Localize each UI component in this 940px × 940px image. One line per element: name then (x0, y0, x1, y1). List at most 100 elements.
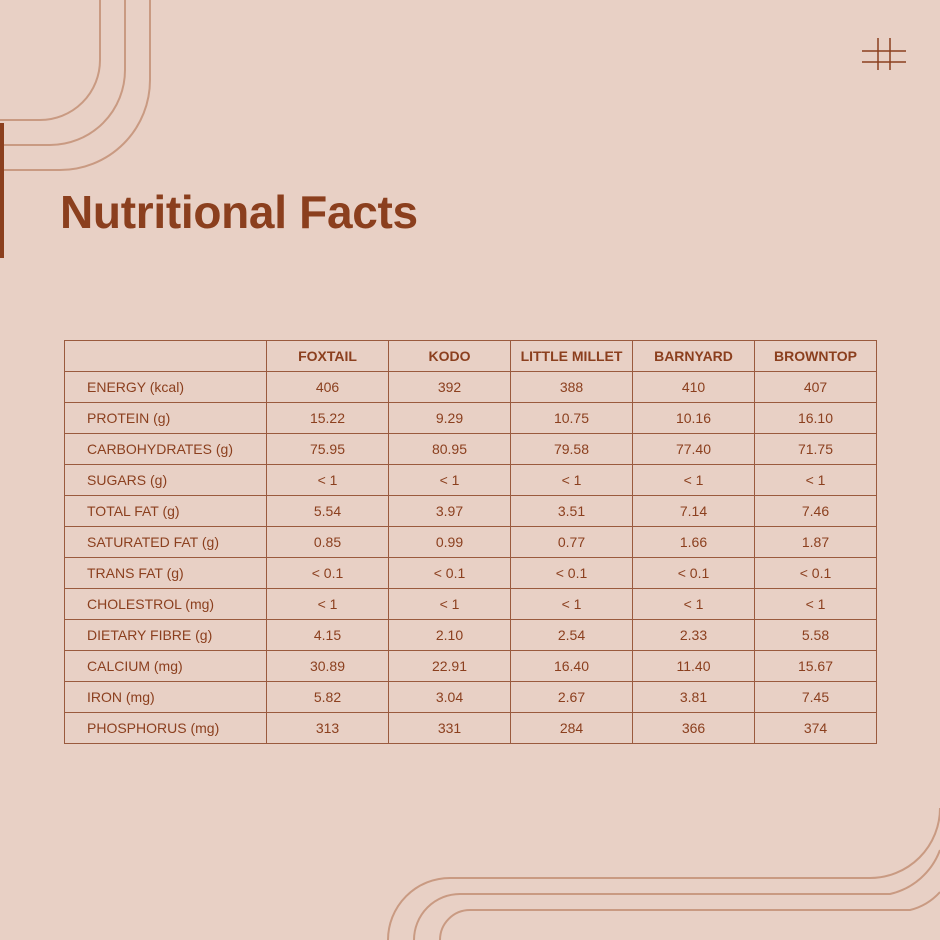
table-cell: 15.67 (754, 650, 877, 682)
column-header-kodo: KODO (388, 340, 511, 372)
table-cell: 77.40 (632, 433, 755, 465)
table-cell: < 1 (266, 464, 389, 496)
table-cell: < 1 (388, 588, 511, 620)
table-cell: 3.04 (388, 681, 511, 713)
table-cell: 7.14 (632, 495, 755, 527)
table-cell: 3.81 (632, 681, 755, 713)
column-header-foxtail: FOXTAIL (266, 340, 389, 372)
table-cell: < 1 (510, 464, 633, 496)
table-cell: 71.75 (754, 433, 877, 465)
table-cell: 7.46 (754, 495, 877, 527)
row-label: DIETARY FIBRE (g) (64, 619, 267, 651)
table-cell: 366 (632, 712, 755, 744)
table-cell: 0.85 (266, 526, 389, 558)
table-cell: 30.89 (266, 650, 389, 682)
table-cell: 9.29 (388, 402, 511, 434)
table-cell: 2.67 (510, 681, 633, 713)
table-cell: 5.54 (266, 495, 389, 527)
table-cell: < 1 (510, 588, 633, 620)
top-left-curves (0, 0, 151, 171)
left-accent-bar (0, 123, 4, 258)
table-cell: 22.91 (388, 650, 511, 682)
table-row: CALCIUM (mg) 30.89 22.91 16.40 11.40 15.67 (64, 650, 877, 682)
row-label: PHOSPHORUS (mg) (64, 712, 267, 744)
table-cell: < 1 (754, 588, 877, 620)
table-cell: < 0.1 (388, 557, 511, 589)
row-label: CHOLESTROL (mg) (64, 588, 267, 620)
table-cell: 2.33 (632, 619, 755, 651)
table-cell: 5.58 (754, 619, 877, 651)
table-cell: 75.95 (266, 433, 389, 465)
nutrition-table: FOXTAIL KODO LITTLE MILLET BARNYARD BROW… (64, 340, 877, 744)
table-row: PROTEIN (g) 15.22 9.29 10.75 10.16 16.10 (64, 402, 877, 434)
table-cell: < 1 (754, 464, 877, 496)
table-cell: 0.77 (510, 526, 633, 558)
table-cell: < 1 (632, 464, 755, 496)
table-cell: 3.51 (510, 495, 633, 527)
table-cell: 1.87 (754, 526, 877, 558)
row-label: PROTEIN (g) (64, 402, 267, 434)
row-label: SUGARS (g) (64, 464, 267, 496)
table-row: IRON (mg) 5.82 3.04 2.67 3.81 7.45 (64, 681, 877, 713)
table-cell: 392 (388, 371, 511, 403)
table-cell: 4.15 (266, 619, 389, 651)
table-row: DIETARY FIBRE (g) 4.15 2.10 2.54 2.33 5.58 (64, 619, 877, 651)
table-row: TRANS FAT (g) < 0.1 < 0.1 < 0.1 < 0.1 < 0.1 (64, 557, 877, 589)
table-row: CARBOHYDRATES (g) 75.95 80.95 79.58 77.40 71.… (64, 433, 877, 465)
row-label: TRANS FAT (g) (64, 557, 267, 589)
table-cell: 284 (510, 712, 633, 744)
row-label: CARBOHYDRATES (g) (64, 433, 267, 465)
table-cell: < 0.1 (632, 557, 755, 589)
nutrition-table-container: FOXTAIL KODO LITTLE MILLET BARNYARD BROW… (64, 340, 877, 744)
table-cell: 10.16 (632, 402, 755, 434)
table-cell: 406 (266, 371, 389, 403)
table-cell: 3.97 (388, 495, 511, 527)
table-row: SATURATED FAT (g) 0.85 0.99 0.77 1.66 1.87 (64, 526, 877, 558)
row-label: IRON (mg) (64, 681, 267, 713)
table-cell: 79.58 (510, 433, 633, 465)
table-cell: 374 (754, 712, 877, 744)
table-cell: 331 (388, 712, 511, 744)
table-cell: 410 (632, 371, 755, 403)
page-title: Nutritional Facts (60, 186, 418, 238)
column-header-label (64, 340, 267, 372)
table-cell: 80.95 (388, 433, 511, 465)
column-header-barnyard: BARNYARD (632, 340, 755, 372)
table-cell: < 1 (632, 588, 755, 620)
table-cell: 5.82 (266, 681, 389, 713)
table-cell: 16.10 (754, 402, 877, 434)
table-cell: 313 (266, 712, 389, 744)
row-label: SATURATED FAT (g) (64, 526, 267, 558)
bottom-right-curves (387, 807, 940, 940)
table-cell: < 1 (388, 464, 511, 496)
table-row: SUGARS (g) < 1 < 1 < 1 < 1 < 1 (64, 464, 877, 496)
table-cell: 16.40 (510, 650, 633, 682)
table-cell: 1.66 (632, 526, 755, 558)
hash-icon (862, 38, 906, 70)
table-row: TOTAL FAT (g) 5.54 3.97 3.51 7.14 7.46 (64, 495, 877, 527)
table-cell: < 0.1 (510, 557, 633, 589)
row-label: TOTAL FAT (g) (64, 495, 267, 527)
column-header-browntop: BROWNTOP (754, 340, 877, 372)
table-cell: 407 (754, 371, 877, 403)
table-cell: 15.22 (266, 402, 389, 434)
table-cell: 0.99 (388, 526, 511, 558)
table-cell: 388 (510, 371, 633, 403)
row-label: CALCIUM (mg) (64, 650, 267, 682)
table-cell: 11.40 (632, 650, 755, 682)
row-label: ENERGY (kcal) (64, 371, 267, 403)
table-cell: 2.54 (510, 619, 633, 651)
table-header-row: FOXTAIL KODO LITTLE MILLET BARNYARD BROW… (64, 340, 877, 372)
table-row: PHOSPHORUS (mg) 313 331 284 366 374 (64, 712, 877, 744)
table-cell: 10.75 (510, 402, 633, 434)
table-cell: 7.45 (754, 681, 877, 713)
table-cell: 2.10 (388, 619, 511, 651)
table-cell: < 0.1 (266, 557, 389, 589)
table-row: ENERGY (kcal) 406 392 388 410 407 (64, 371, 877, 403)
table-cell: < 1 (266, 588, 389, 620)
table-cell: < 0.1 (754, 557, 877, 589)
table-row: CHOLESTROL (mg) < 1 < 1 < 1 < 1 < 1 (64, 588, 877, 620)
table-body: ENERGY (kcal) 406 392 388 410 407 PROTEIN (g) 1… (64, 371, 877, 744)
